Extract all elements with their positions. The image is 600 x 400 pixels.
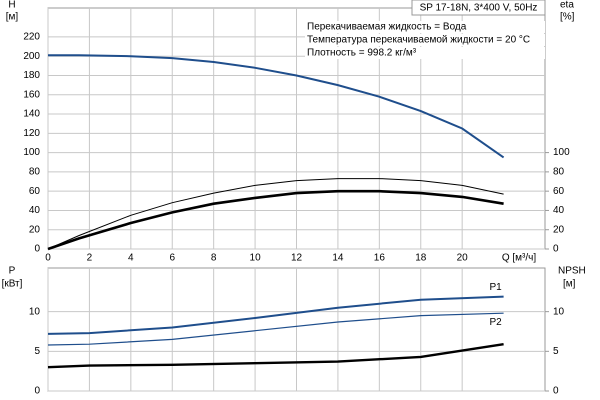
y2-tick-label: 10 xyxy=(553,306,565,317)
y-tick-label: 5 xyxy=(34,346,40,357)
y-tick-label: 80 xyxy=(29,167,41,178)
x-tick-label: 0 xyxy=(45,253,51,264)
y-tick-label: 60 xyxy=(29,186,41,197)
series-line xyxy=(47,295,504,335)
y2-tick-label: 0 xyxy=(553,386,559,397)
title-box xyxy=(411,0,546,16)
series-line xyxy=(47,178,504,250)
y2-axis-label: NPSH xyxy=(558,266,586,277)
annotation-bg xyxy=(305,21,545,33)
y2-axis-unit: [%] xyxy=(560,12,575,23)
x-tick-label: 6 xyxy=(169,253,175,264)
y-axis-unit: [м] xyxy=(6,12,19,23)
series-label: P2 xyxy=(489,317,502,328)
y-tick-label: 40 xyxy=(29,205,41,216)
y2-tick-label: 40 xyxy=(553,205,565,216)
x-tick-label: 18 xyxy=(415,253,427,264)
annotation: Перекачиваемая жидкость = Вода xyxy=(307,22,467,33)
series-line xyxy=(47,343,504,369)
y-tick-label: 120 xyxy=(23,128,40,139)
y-axis-unit: [кВт] xyxy=(2,279,23,290)
y-tick-label: 0 xyxy=(34,244,40,255)
x-tick-label: 12 xyxy=(291,253,303,264)
y-axis-label: H xyxy=(8,0,15,11)
y2-tick-label: 100 xyxy=(553,147,570,158)
y-axis-label: P xyxy=(9,266,16,277)
y-tick-label: 0 xyxy=(34,386,40,397)
series-line xyxy=(47,189,504,251)
chart-title: SP 17-18N, 3*400 V, 50Hz xyxy=(420,3,538,14)
y-tick-label: 140 xyxy=(23,109,40,120)
y2-tick-label: 5 xyxy=(553,346,559,357)
annotation-bg xyxy=(305,47,545,59)
y-tick-label: 100 xyxy=(23,147,40,158)
y2-axis-label: eta xyxy=(560,0,574,11)
y-tick-label: 220 xyxy=(23,32,40,43)
y2-tick-label: 20 xyxy=(553,224,565,235)
x-tick-label: 16 xyxy=(374,253,386,264)
y2-tick-label: 80 xyxy=(553,167,565,178)
series-line xyxy=(47,312,504,346)
series-label: P1 xyxy=(489,282,502,293)
x-tick-label: 4 xyxy=(128,253,134,264)
annotation: Плотность = 998.2 кг/м³ xyxy=(307,48,417,59)
x-tick-label: 8 xyxy=(211,253,217,264)
x-tick-label: 20 xyxy=(457,253,469,264)
y-tick-label: 180 xyxy=(23,70,40,81)
y2-tick-label: 0 xyxy=(553,244,559,255)
x-axis-label: Q [м³/ч] xyxy=(502,253,537,264)
y-tick-label: 10 xyxy=(29,306,41,317)
y-tick-label: 20 xyxy=(29,224,41,235)
y2-axis-unit: [м] xyxy=(563,279,576,290)
x-tick-label: 14 xyxy=(332,253,344,264)
y2-tick-label: 60 xyxy=(553,186,565,197)
y-tick-label: 200 xyxy=(23,51,40,62)
y-tick-label: 160 xyxy=(23,89,40,100)
x-tick-label: 2 xyxy=(87,253,93,264)
x-tick-label: 10 xyxy=(250,253,262,264)
annotation: Температура перекачиваемой жидкости = 20… xyxy=(307,35,530,46)
annotation-bg xyxy=(305,34,545,46)
series-line xyxy=(48,54,505,159)
